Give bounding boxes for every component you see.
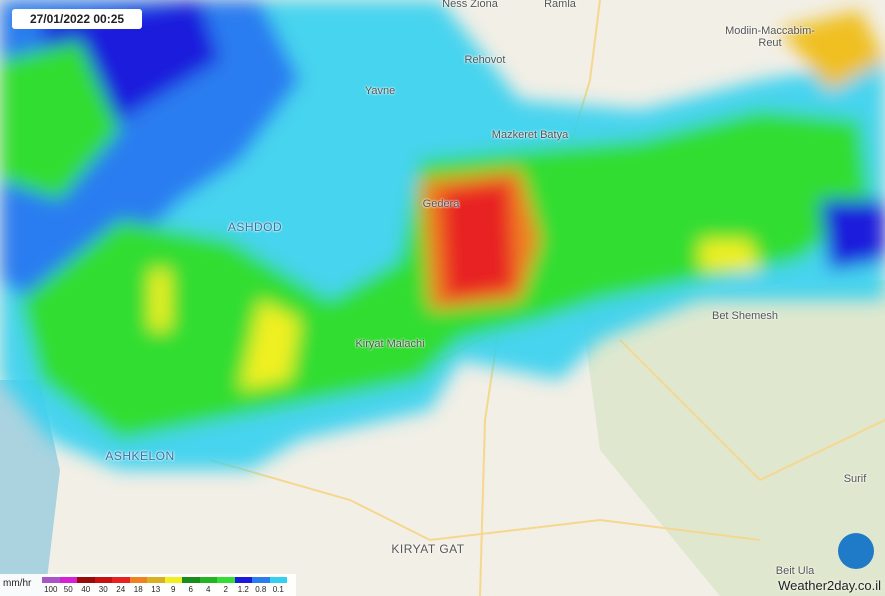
legend-item: 50 <box>59 577 77 594</box>
legend-item: 40 <box>77 577 95 594</box>
legend-swatch <box>112 577 130 583</box>
legend-swatch <box>129 577 147 583</box>
legend-label: 1.2 <box>237 585 249 594</box>
legend-swatch <box>217 577 235 583</box>
legend-unit: mm/hr <box>3 578 32 589</box>
legend-swatch <box>182 577 200 583</box>
logo <box>838 533 874 569</box>
legend: mm/hr 100 50 40 30 24 18 13 9 6 4 2 1.2 0.8 0.1 <box>0 574 296 596</box>
place-label: ASHDOD <box>227 220 283 234</box>
legend-item: 18 <box>129 577 147 594</box>
place-label: KIRYAT GAT <box>391 542 465 556</box>
place-label: ASHKELON <box>105 449 175 463</box>
timestamp: 27/01/2022 00:25 <box>12 9 142 29</box>
place-label: Mazkeret Batya <box>491 129 569 141</box>
legend-label: 18 <box>133 585 143 594</box>
legend-item: 0.8 <box>252 577 270 594</box>
legend-item: 13 <box>147 577 165 594</box>
legend-label: 40 <box>81 585 91 594</box>
watermark: Weather2day.co.il <box>778 578 881 593</box>
legend-item: 24 <box>112 577 130 594</box>
place-label: Rehovot <box>464 54 506 66</box>
legend-item: 4 <box>199 577 217 594</box>
legend-label: 13 <box>151 585 161 594</box>
legend-item: 0.1 <box>269 577 287 594</box>
legend-item: 30 <box>94 577 112 594</box>
legend-label: 6 <box>188 585 193 594</box>
legend-label: 24 <box>116 585 126 594</box>
legend-label: 100 <box>44 585 58 594</box>
place-label: Gedera <box>422 198 460 210</box>
legend-scale: 100 50 40 30 24 18 13 9 6 4 2 1.2 0.8 0.1 <box>42 577 287 594</box>
place-label: Ness Ziona <box>442 0 498 10</box>
radar-echo <box>0 0 885 470</box>
legend-swatch <box>147 577 165 583</box>
legend-label: 50 <box>63 585 73 594</box>
legend-item: 9 <box>164 577 182 594</box>
legend-label: 9 <box>171 585 176 594</box>
legend-swatch <box>269 577 287 583</box>
place-label: Kiryat Malachi <box>355 338 425 350</box>
legend-item: 100 <box>42 577 60 594</box>
legend-label: 30 <box>98 585 108 594</box>
place-label: Modiin-Maccabim-Reut <box>725 25 815 49</box>
legend-label: 2 <box>223 585 228 594</box>
legend-swatch <box>164 577 182 583</box>
legend-swatch <box>77 577 95 583</box>
legend-label: 4 <box>206 585 211 594</box>
legend-swatch <box>199 577 217 583</box>
legend-swatch <box>252 577 270 583</box>
legend-swatch <box>59 577 77 583</box>
legend-label: 0.1 <box>272 585 284 594</box>
place-label: Ramla <box>544 0 576 10</box>
legend-swatch <box>94 577 112 583</box>
place-label: Yavne <box>364 85 396 97</box>
place-label: Surif <box>843 473 867 485</box>
hills <box>580 280 885 596</box>
place-label: Beit Ula <box>775 565 815 577</box>
place-label: Bet Shemesh <box>711 310 779 322</box>
legend-swatch <box>234 577 252 583</box>
legend-item: 2 <box>217 577 235 594</box>
legend-item: 6 <box>182 577 200 594</box>
legend-label: 0.8 <box>255 585 267 594</box>
legend-item: 1.2 <box>234 577 252 594</box>
legend-swatch <box>42 577 60 583</box>
